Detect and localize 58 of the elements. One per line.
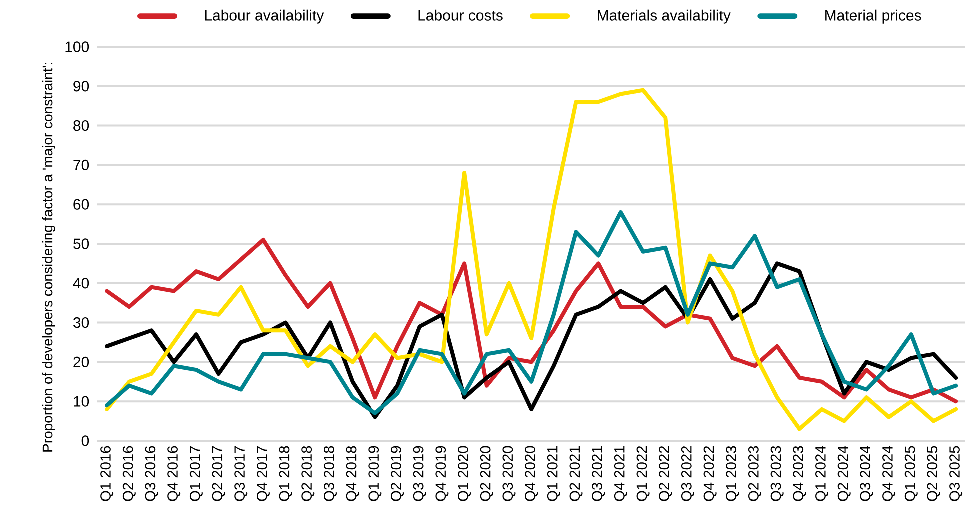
x-tick-label: Q3 2020: [502, 446, 516, 502]
x-tick-label: Q2 2024: [838, 446, 851, 502]
x-tick-label: Q3 2019: [413, 446, 426, 502]
x-tick-label: Q4 2022: [704, 446, 717, 502]
x-tick-label: Q4 2018: [346, 446, 360, 502]
x-tick-label: Q1 2019: [368, 446, 382, 502]
x-tick-label: Q3 2022: [681, 446, 694, 502]
y-tick-label: 90: [74, 81, 90, 92]
y-tick-label: 50: [74, 238, 90, 250]
line-series: [105, 88, 958, 432]
x-tick-label: Q1 2021: [547, 446, 560, 502]
x-tick-label: Q3 2017: [234, 446, 248, 502]
x-tick-label: Q1 2017: [190, 446, 203, 502]
x-tick-label: Q4 2021: [614, 446, 628, 502]
line-series: [105, 210, 958, 416]
y-tick-label: 10: [74, 396, 90, 407]
legend-label: Labour costs: [418, 10, 503, 21]
x-tick-label: Q2 2017: [212, 446, 226, 502]
legend-label: Materials availability: [598, 10, 731, 24]
y-tick-label: 0: [82, 436, 90, 446]
line-series: [105, 238, 958, 404]
x-tick-label: Q1 2024: [816, 446, 829, 502]
x-tick-label: Q3 2024: [860, 446, 874, 502]
x-tick-label: Q2 2018: [302, 446, 315, 502]
x-tick-label: Q4 2020: [525, 446, 538, 502]
legend-label: Labour availability: [205, 10, 324, 24]
x-tick-label: Q4 2024: [882, 446, 896, 502]
x-tick-label: Q1 2018: [279, 446, 292, 502]
x-tick-label: Q3 2023: [770, 446, 784, 502]
x-tick-label: Q3 2021: [592, 446, 606, 502]
y-tick-label: 80: [74, 120, 90, 132]
y-axis-title: Proportion of developers considering factor a 'major constraint':: [42, 63, 56, 452]
x-tick-label: Q1 2023: [726, 446, 740, 502]
x-tick-label: Q2 2019: [391, 446, 404, 502]
legend-label: Material prices: [826, 10, 922, 24]
x-tick-label: Q1 2025: [904, 446, 918, 502]
y-tick-label: 60: [74, 199, 90, 210]
x-tick-label: Q4 2023: [793, 446, 806, 502]
y-tick-label: 40: [73, 278, 90, 289]
x-tick-label: Q2 2025: [927, 446, 940, 502]
x-tick-label: Q2 2021: [570, 446, 583, 502]
x-tick-label: Q1 2016: [100, 446, 114, 502]
x-tick-label: Q2 2020: [480, 446, 494, 502]
x-tick-label: Q3 2025: [950, 446, 963, 502]
x-tick-label: Q1 2022: [636, 446, 650, 502]
x-tick-label: Q1 2020: [458, 446, 472, 502]
x-tick-label: Q2 2023: [748, 446, 762, 502]
x-tick-label: Q3 2018: [324, 446, 337, 502]
x-tick-label: Q2 2016: [122, 446, 136, 502]
x-tick-label: Q4 2019: [436, 446, 449, 502]
y-tick-label: 100: [66, 42, 90, 52]
y-tick-label: 70: [74, 160, 90, 170]
x-tick-label: Q2 2022: [659, 446, 672, 502]
x-tick-label: Q4 2016: [168, 446, 181, 502]
x-tick-label: Q3 2016: [145, 446, 158, 502]
x-tick-label: Q4 2017: [256, 446, 270, 502]
y-tick-label: 30: [74, 317, 90, 328]
y-tick-label: 20: [74, 356, 90, 368]
